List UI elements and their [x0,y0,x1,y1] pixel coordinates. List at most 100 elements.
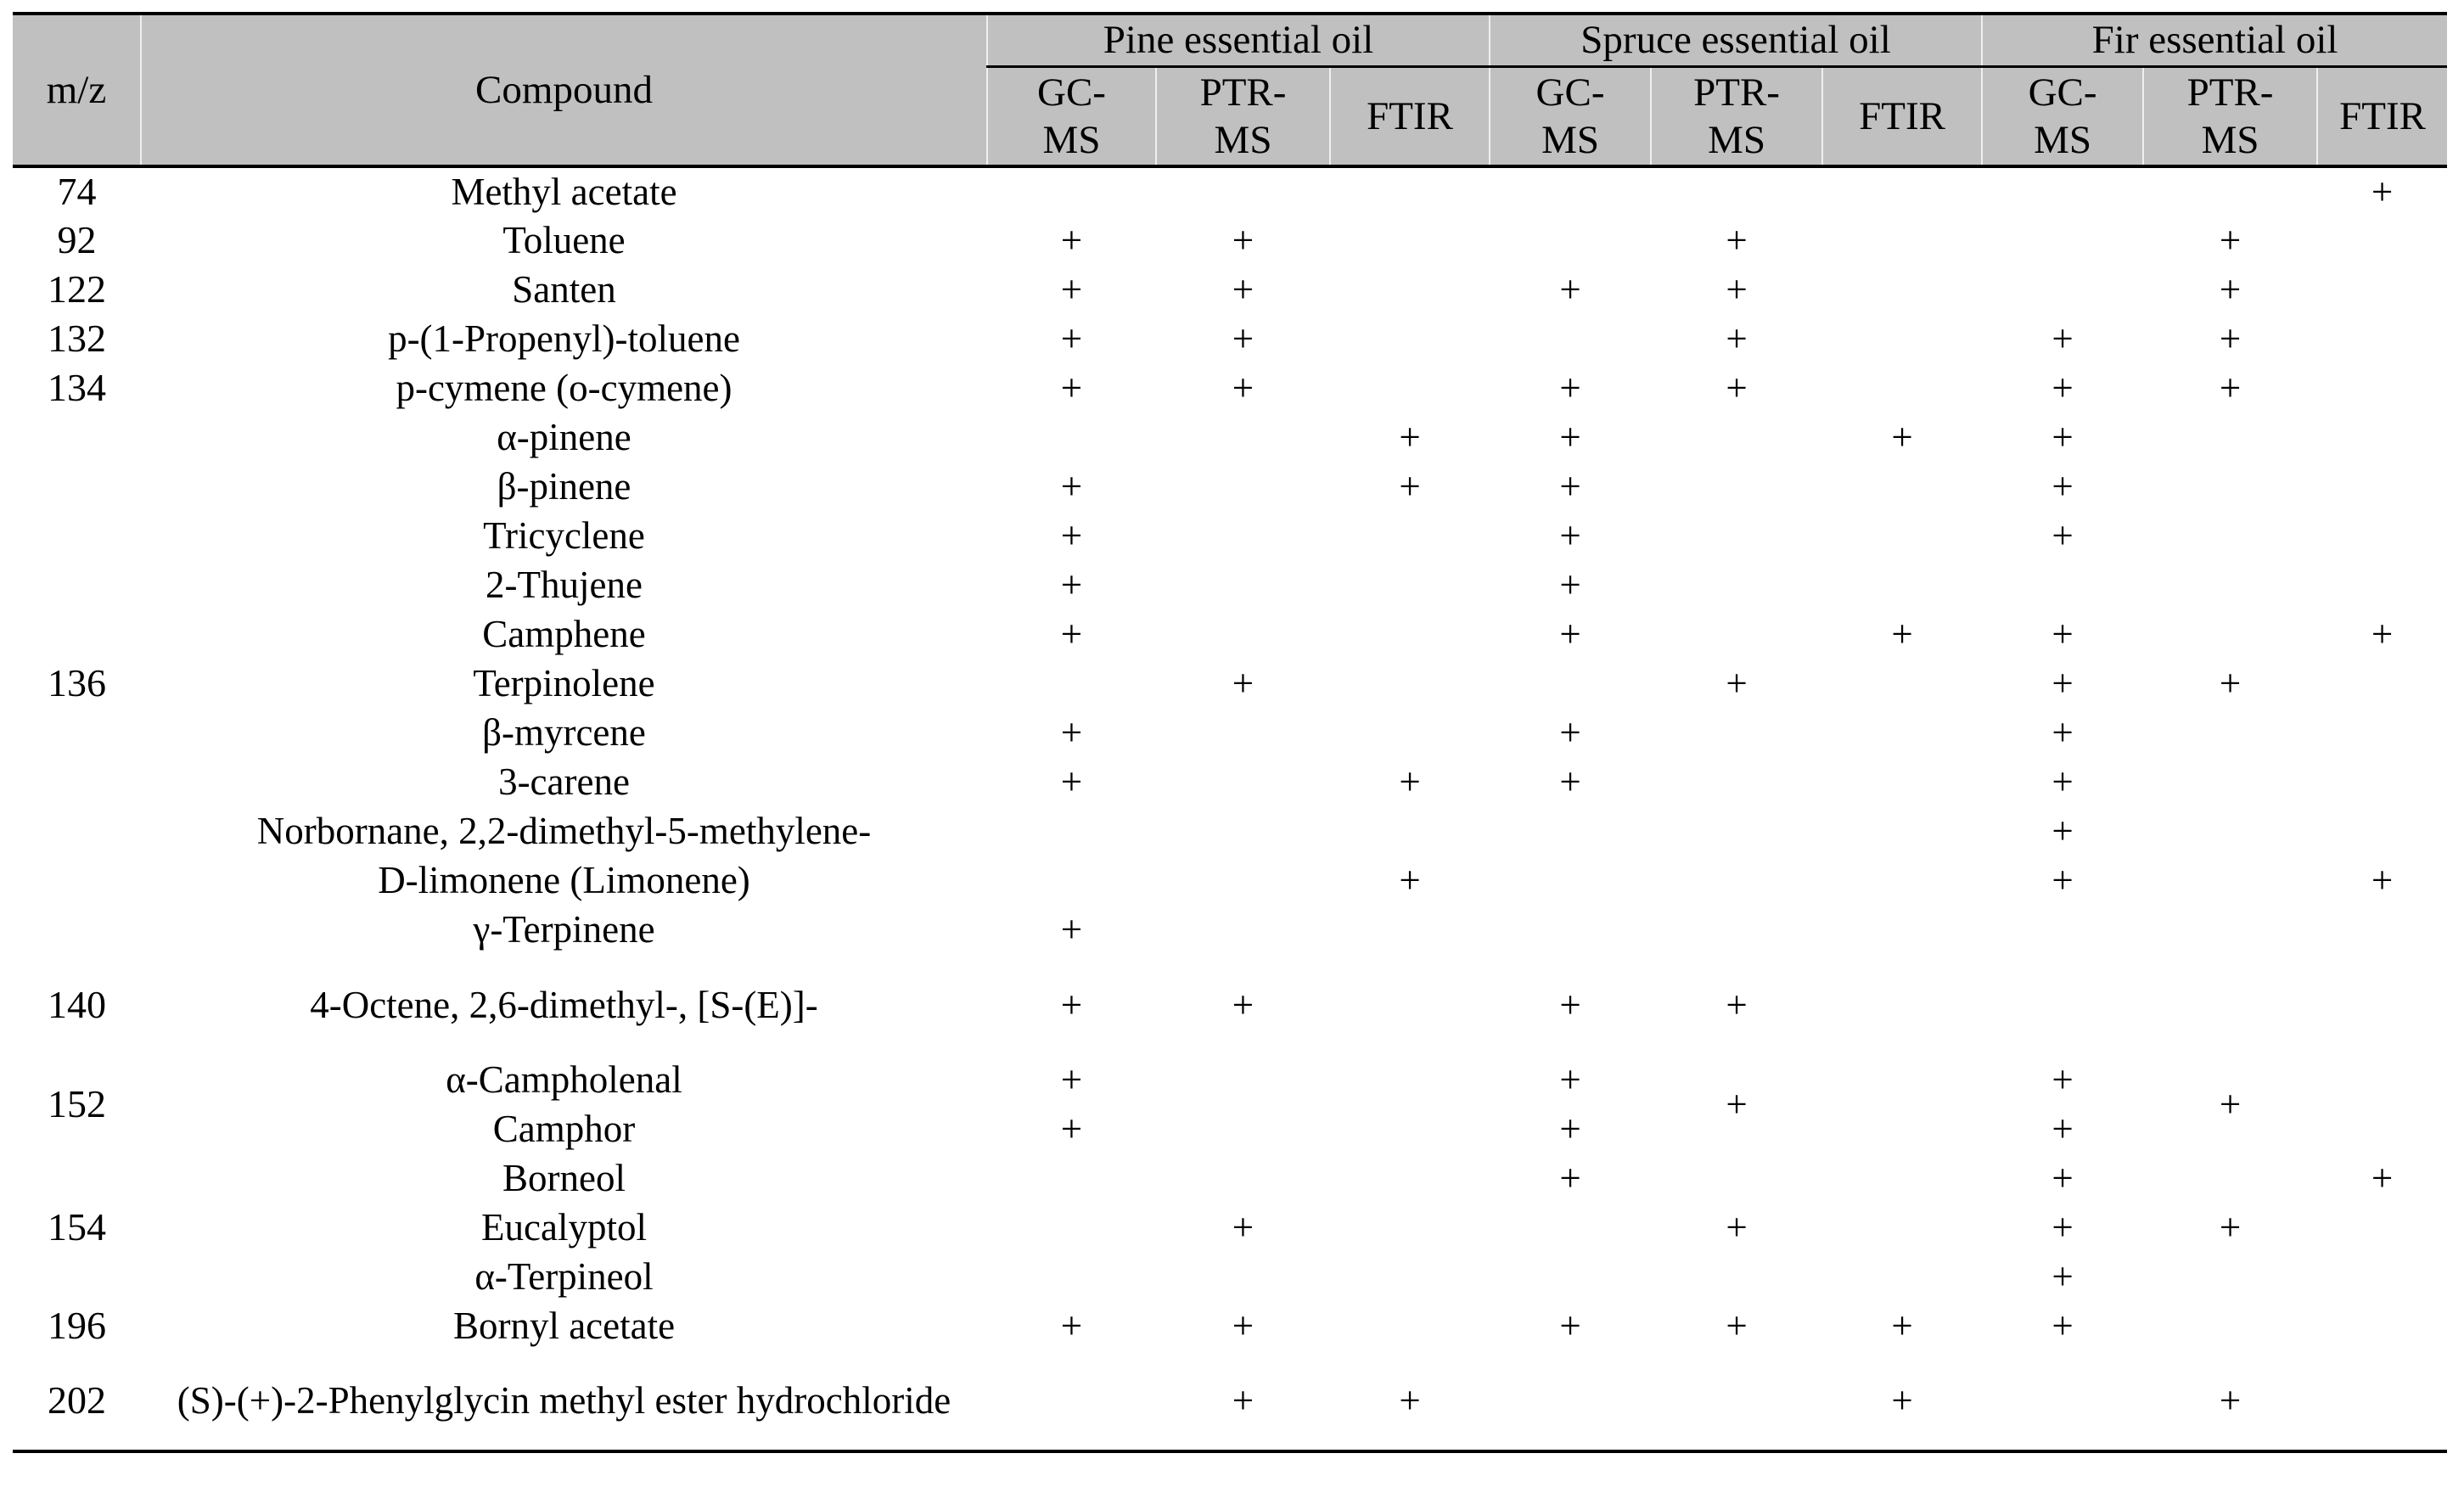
mark-cell [2317,314,2448,363]
mark-cell: + [2143,363,2318,412]
table-row: 122 Santen + + + + + [13,265,2448,314]
table-row: Norbornane, 2,2-dimethyl-5-methylene- + [13,806,2448,856]
mark-cell: + [1490,609,1652,659]
mark-cell [1822,708,1983,757]
mark-cell [1651,560,1823,609]
compound-cell: (S)-(+)-2-Phenylglycin methyl ester hydr… [141,1350,987,1451]
group-header-fir: Fir essential oil [1982,14,2448,68]
mark-cell: + [1330,856,1490,905]
mark-cell: + [1330,757,1490,806]
mark-cell: + [2143,1350,2318,1451]
mark-cell [1822,1252,1983,1301]
mark-cell: + [1490,1055,1652,1104]
mark-cell: + [1330,412,1490,462]
mark-cell [1330,363,1490,412]
mark-cell: + [1156,1203,1330,1252]
mark-cell [1330,1252,1490,1301]
mark-cell [1490,1350,1652,1451]
mark-cell [2143,757,2318,806]
mark-cell [2143,609,2318,659]
mark-cell: + [1156,1350,1330,1451]
mz-cell: 140 [13,954,141,1055]
mark-cell [2143,511,2318,560]
mark-cell [1651,757,1823,806]
mark-cell [2143,708,2318,757]
mark-cell [1822,314,1983,363]
mark-cell: + [1156,265,1330,314]
mark-cell [2317,265,2448,314]
mark-cell [1330,806,1490,856]
mark-cell: + [1651,659,1823,708]
mz-cell: 196 [13,1301,141,1350]
table-row: 196 Bornyl acetate + + + + + + [13,1301,2448,1350]
mark-cell: + [1330,462,1490,511]
table-row: 92 Toluene + + + + [13,216,2448,265]
mark-cell [1330,659,1490,708]
mark-cell: + [1651,1203,1823,1252]
compound-cell: D-limonene (Limonene) [141,856,987,905]
mark-cell: + [2143,314,2318,363]
mark-cell [1982,560,2144,609]
mark-cell: + [1982,1104,2144,1153]
mark-cell [2143,954,2318,1055]
table-row: γ-Terpinene + [13,905,2448,954]
mark-cell: + [1490,462,1652,511]
mark-cell: + [1982,659,2144,708]
mark-cell: + [1982,462,2144,511]
mark-cell [1651,511,1823,560]
mz-cell: 154 [13,1153,141,1301]
mark-cell: + [2143,265,2318,314]
mark-cell [2317,905,2448,954]
method-header-fir-ftir: FTIR [2317,66,2448,166]
mark-cell: + [1330,1350,1490,1451]
mark-cell [1651,166,1823,216]
mark-cell: + [1651,954,1823,1055]
compound-cell: Toluene [141,216,987,265]
mark-cell [1156,462,1330,511]
mark-cell: + [1651,314,1823,363]
mark-cell: + [1822,412,1983,462]
mark-cell [1156,757,1330,806]
compound-cell: β-pinene [141,462,987,511]
mark-cell [1490,1203,1652,1252]
mark-cell: + [2317,609,2448,659]
mark-cell [1651,1153,1823,1203]
mark-cell: + [1982,412,2144,462]
mark-cell: + [1490,1153,1652,1203]
mark-cell: + [1982,363,2144,412]
mark-cell [2143,806,2318,856]
compound-cell: Norbornane, 2,2-dimethyl-5-methylene- [141,806,987,856]
mz-cell: 122 [13,265,141,314]
compound-cell: Camphor [141,1104,987,1153]
compound-cell: Borneol [141,1153,987,1203]
mark-cell: + [1490,757,1652,806]
mark-cell: + [1822,609,1983,659]
mark-cell [1330,954,1490,1055]
mz-header: m/z [13,14,142,166]
mark-cell [1330,166,1490,216]
mark-cell: + [1490,708,1652,757]
mark-cell [2143,1252,2318,1301]
mark-cell [1156,905,1330,954]
table-row: 3-carene + + + + [13,757,2448,806]
mark-cell [1156,511,1330,560]
mark-cell: + [1651,265,1823,314]
group-header-pine: Pine essential oil [987,14,1491,68]
mark-cell: + [1651,216,1823,265]
table-row: 140 4-Octene, 2,6-dimethyl-, [S-(E)]- + + + + [13,954,2448,1055]
compound-cell: Terpinolene [141,659,987,708]
mark-cell [1822,462,1983,511]
mark-cell [987,856,1156,905]
mark-cell [2317,1203,2448,1252]
mark-cell: + [1490,1301,1652,1350]
mark-cell [2317,216,2448,265]
mark-cell: + [1982,856,2144,905]
mark-cell [1490,659,1652,708]
mark-cell: + [987,216,1156,265]
mark-cell: + [987,905,1156,954]
compound-cell: β-myrcene [141,708,987,757]
mark-cell: + [1490,1104,1652,1153]
mark-cell: + [1982,1153,2144,1203]
mz-cell: 202 [13,1350,141,1451]
